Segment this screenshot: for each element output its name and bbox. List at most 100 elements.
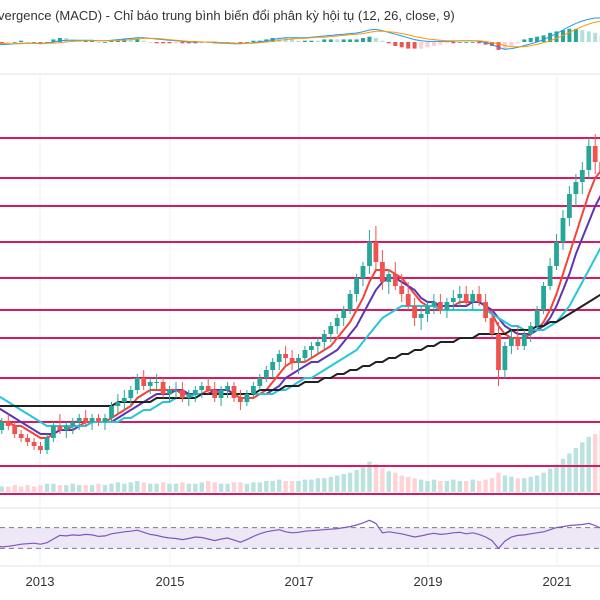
volume-bar	[431, 479, 437, 492]
macd-histogram-bar	[477, 42, 482, 44]
candle-body	[405, 294, 411, 306]
candle-body	[89, 418, 95, 422]
candle-body	[483, 302, 488, 318]
volume-bar	[186, 483, 192, 492]
macd-histogram-bar	[348, 39, 353, 42]
candle-body	[354, 278, 359, 294]
candle-body	[83, 418, 89, 422]
volume-bar	[464, 481, 469, 492]
volume-bar	[289, 481, 295, 492]
macd-histogram-bar	[77, 40, 82, 42]
volume-bar	[44, 483, 50, 492]
macd-histogram-bar	[373, 38, 378, 42]
volume-bar	[225, 483, 230, 492]
volume-bar	[496, 472, 501, 492]
macd-histogram-bar	[38, 42, 43, 44]
candle-body	[289, 358, 295, 362]
volume-bar	[528, 476, 533, 492]
volume-bar	[122, 483, 127, 492]
candle-body	[321, 334, 327, 342]
candle-body	[341, 310, 347, 318]
volume-bar	[109, 483, 114, 492]
x-tick-2019: 2019	[414, 574, 443, 589]
macd-histogram-bar	[148, 42, 153, 43]
macd-histogram-bar	[586, 31, 591, 42]
volume-bar	[593, 434, 598, 492]
candle-body	[263, 370, 269, 378]
candle-body	[296, 358, 301, 362]
volume-bar	[206, 481, 211, 492]
candle-body	[444, 302, 450, 310]
volume-bar	[167, 483, 172, 492]
candle-body	[70, 422, 76, 426]
volume-bar	[412, 478, 417, 492]
candle-body	[225, 386, 230, 390]
volume-bar	[64, 485, 69, 492]
candle-body	[276, 354, 282, 362]
candle-body	[373, 242, 379, 262]
volume-bar	[160, 482, 166, 492]
volume-bar	[534, 475, 540, 492]
candle-body	[96, 418, 101, 422]
macd-histogram-bar	[141, 40, 146, 42]
volume-bar	[264, 481, 269, 492]
volume-bar	[38, 485, 43, 492]
volume-bar	[18, 486, 24, 492]
candle-body	[367, 242, 372, 266]
macd-histogram-bar	[251, 40, 256, 42]
volume-bar	[380, 468, 385, 492]
candle-body	[573, 182, 579, 194]
macd-histogram-bar	[444, 42, 449, 44]
candle-body	[167, 390, 172, 394]
candle-body	[547, 266, 553, 286]
candle-body	[496, 334, 501, 370]
ma-red-line	[0, 170, 600, 439]
volume-bar	[57, 485, 63, 492]
macd-histogram-bar	[464, 42, 469, 43]
candle-body	[18, 434, 24, 438]
macd-histogram-bar	[96, 42, 101, 43]
x-tick-2021: 2021	[543, 574, 572, 589]
candle-body	[586, 146, 592, 170]
candle-body	[0, 422, 5, 430]
volume-bar	[354, 470, 359, 492]
ma-black-line	[0, 293, 600, 407]
volume-bar	[315, 478, 321, 492]
volume-bars	[0, 430, 600, 492]
volume-bar	[335, 475, 340, 492]
x-tick-2013: 2013	[26, 574, 55, 589]
volume-bar	[180, 482, 185, 492]
macd-histogram-bar	[335, 39, 340, 42]
candle-body	[418, 314, 424, 318]
macd-histogram-bar	[431, 42, 436, 46]
volume-bar	[89, 485, 95, 492]
candle-body	[392, 274, 398, 286]
volume-bar	[406, 476, 411, 492]
macd-histogram-bar	[548, 32, 553, 42]
volume-bar	[6, 486, 11, 492]
candle-body	[147, 382, 153, 386]
candle-body	[109, 406, 114, 418]
volume-bar	[451, 479, 456, 492]
volume-bar	[515, 478, 520, 492]
candle-body	[31, 442, 37, 446]
volume-bar	[270, 481, 275, 492]
candle-body	[257, 378, 263, 386]
volume-bar	[547, 468, 553, 492]
candle-body	[463, 294, 469, 302]
volume-bar	[212, 482, 217, 492]
candle-body	[470, 294, 476, 302]
macd-histogram-bar	[419, 42, 424, 49]
candle-body	[51, 426, 56, 438]
candle-body	[579, 170, 585, 182]
macd-histogram-bar	[180, 42, 185, 44]
candle-body	[63, 426, 69, 430]
volume-bar	[154, 483, 159, 492]
candle-body	[554, 242, 559, 266]
macd-histogram-bar	[380, 40, 385, 42]
candle-body	[76, 418, 82, 422]
macd-histogram-bar	[238, 42, 243, 44]
volume-bar	[328, 476, 333, 492]
